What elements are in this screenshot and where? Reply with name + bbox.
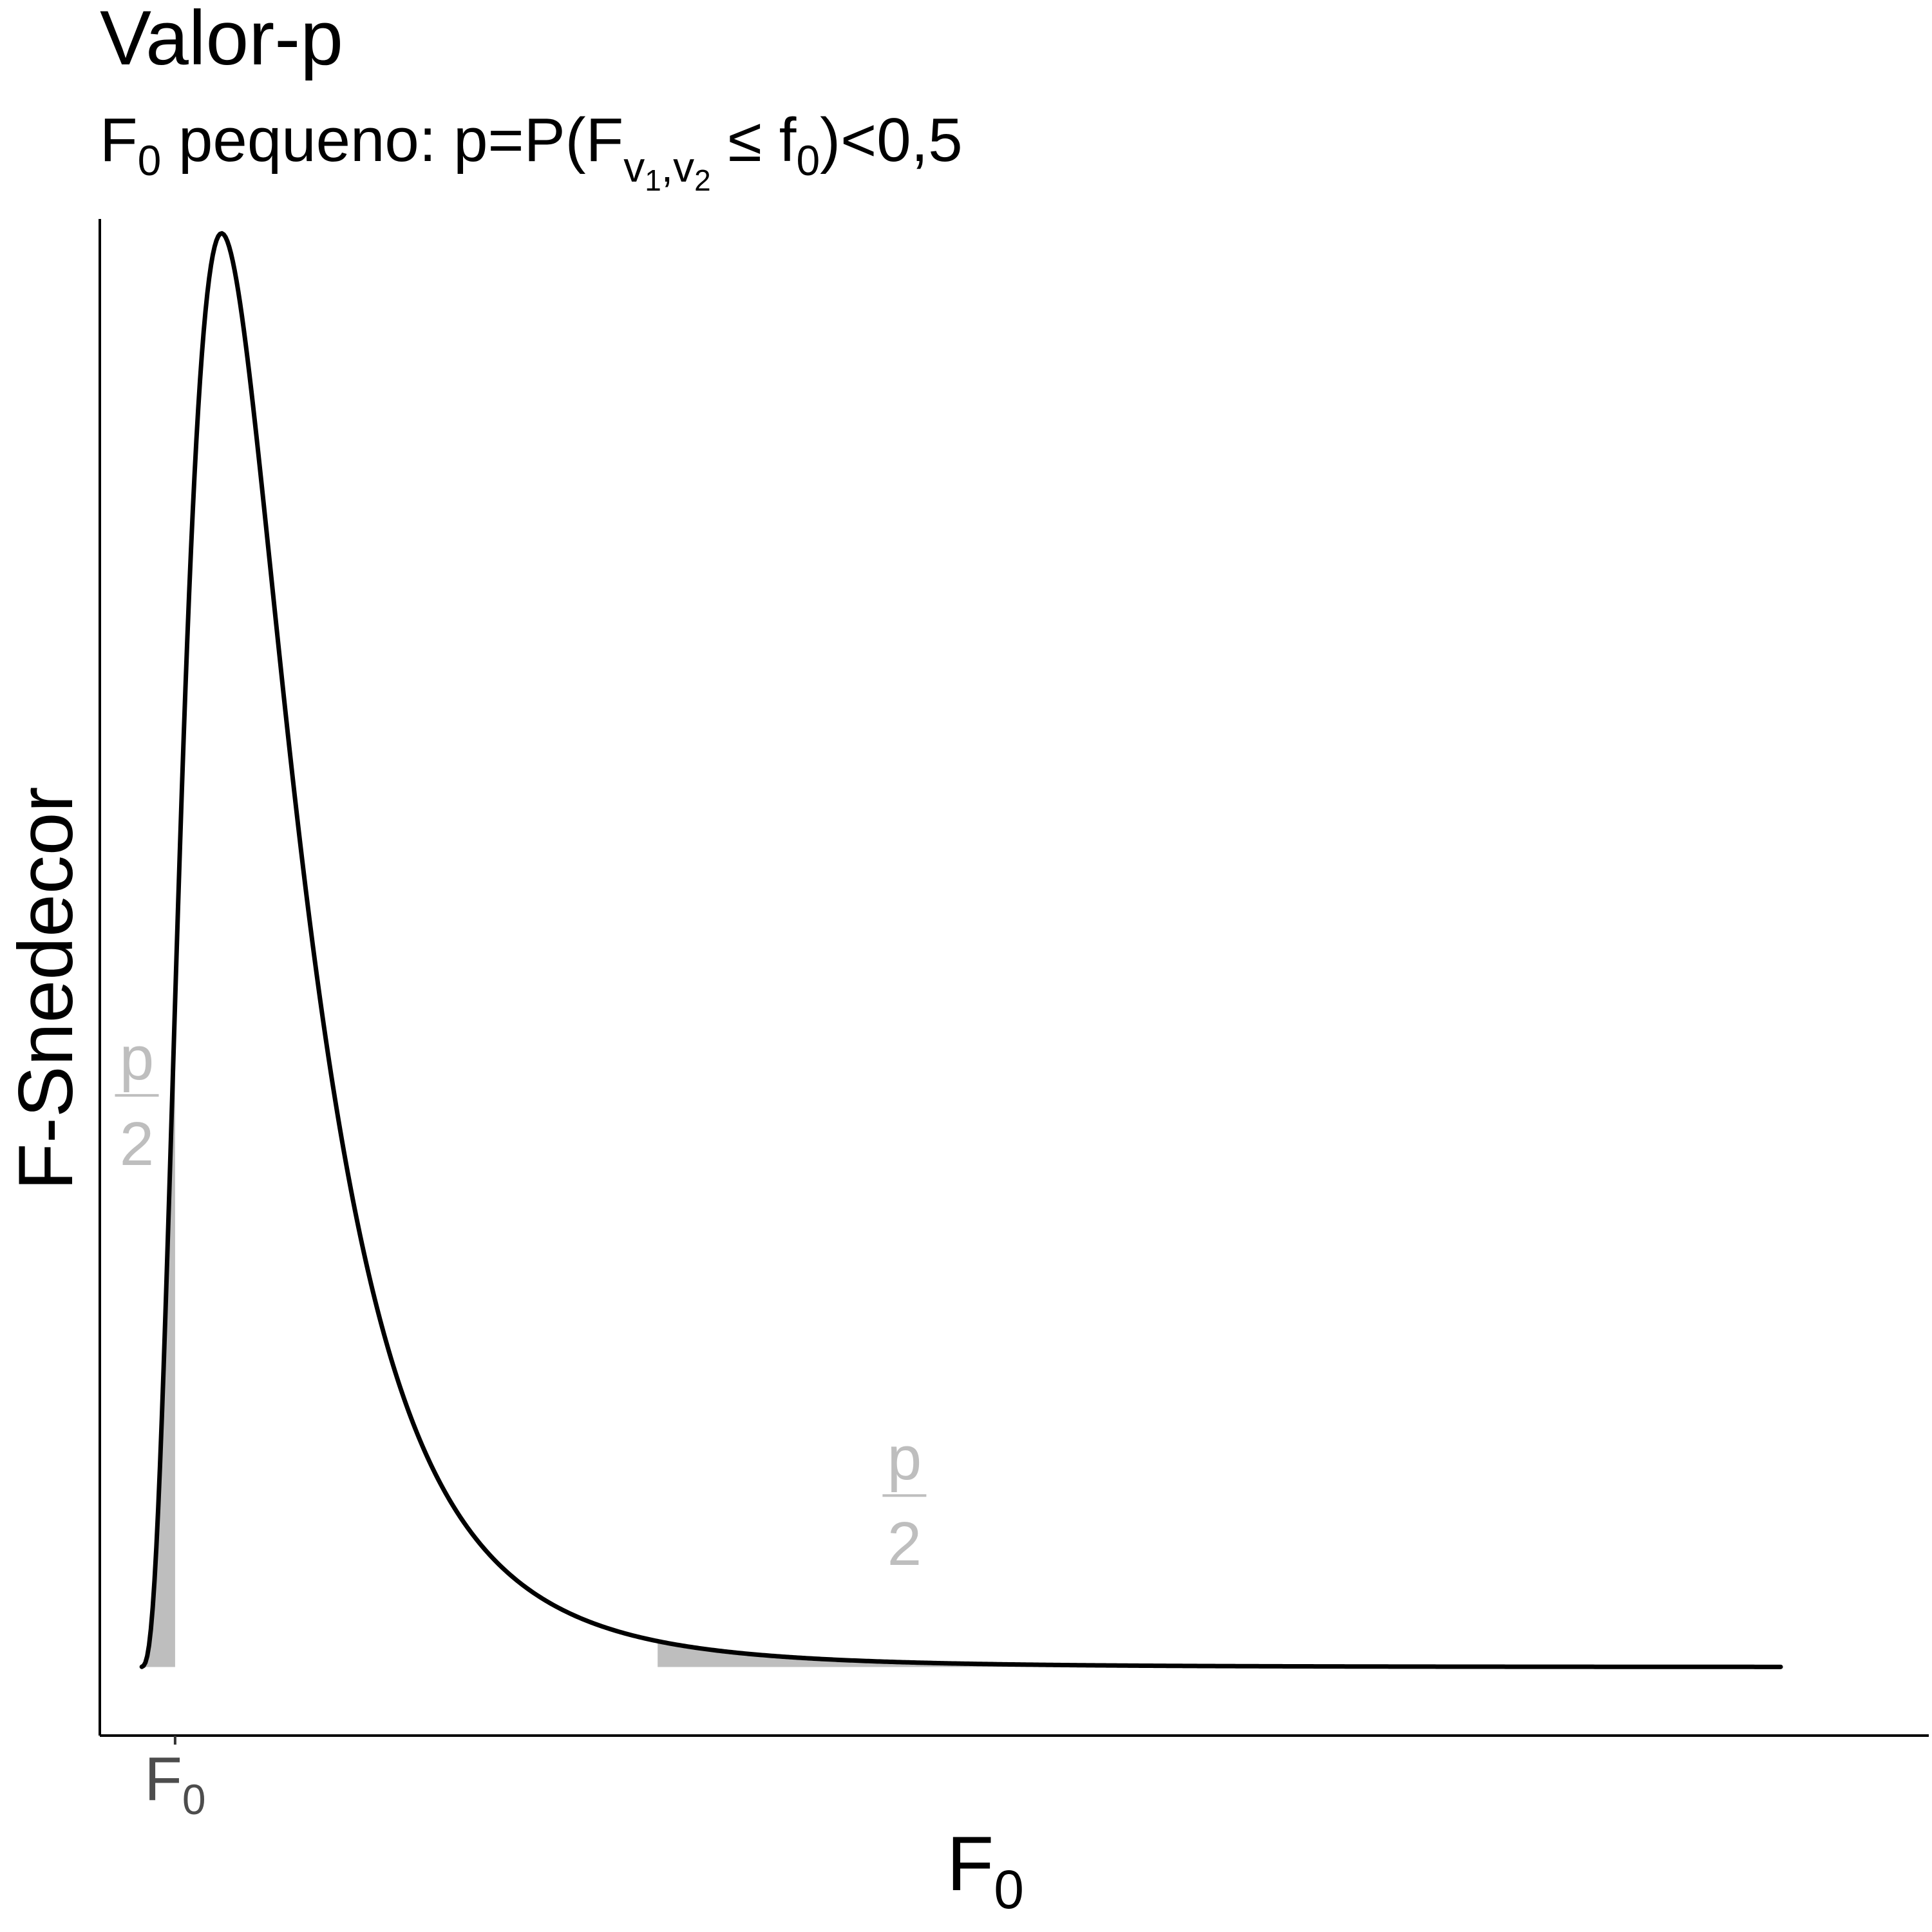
shaded-areas [142,1001,1781,1667]
subtitle-mid: pequeno: p=P(F [161,106,623,175]
subtitle-nu2: v [673,143,694,191]
subtitle-pre-sub: 0 [138,137,162,184]
x-tick-label-main: F [144,1745,182,1814]
subtitle-post: )<0,5 [820,106,962,175]
chart-title: Valor-p [100,0,343,81]
fraction-denominator: 2 [887,1510,922,1578]
axes [99,219,1929,1737]
x-axis-title-sub: 0 [994,1859,1024,1920]
shaded-area-right [658,1641,1781,1667]
subtitle-pre: F [100,106,138,175]
chart-subtitle: F0 pequeno: p=P(Fv1,v2 ≤ f0)<0,5 [100,106,963,197]
subtitle-leq: ≤ f [711,106,797,175]
shaded-area-left [142,1001,175,1667]
fraction-numerator: p [887,1424,922,1493]
fraction-label-left: p2 [115,1024,159,1179]
subtitle-nu1-sub: 1 [645,164,661,197]
x-ticks: F0 [144,1736,206,1823]
y-axis-title: F-Snedecor [3,787,89,1191]
subtitle-f-sub: 0 [796,137,820,184]
subtitle-nu1: v [623,143,645,191]
density-curve [139,231,1783,1669]
fraction-denominator: 2 [120,1110,154,1179]
x-axis-title: F0 [947,1821,1024,1920]
x-tick-label: F0 [144,1745,205,1823]
subtitle-nu2-sub: 2 [694,164,711,197]
x-axis-title-main: F [947,1821,994,1907]
subtitle-comma: , [661,143,673,191]
x-tick-label-sub: 0 [182,1776,206,1823]
fraction-numerator: p [120,1024,154,1093]
fraction-label-right: p2 [882,1424,927,1578]
